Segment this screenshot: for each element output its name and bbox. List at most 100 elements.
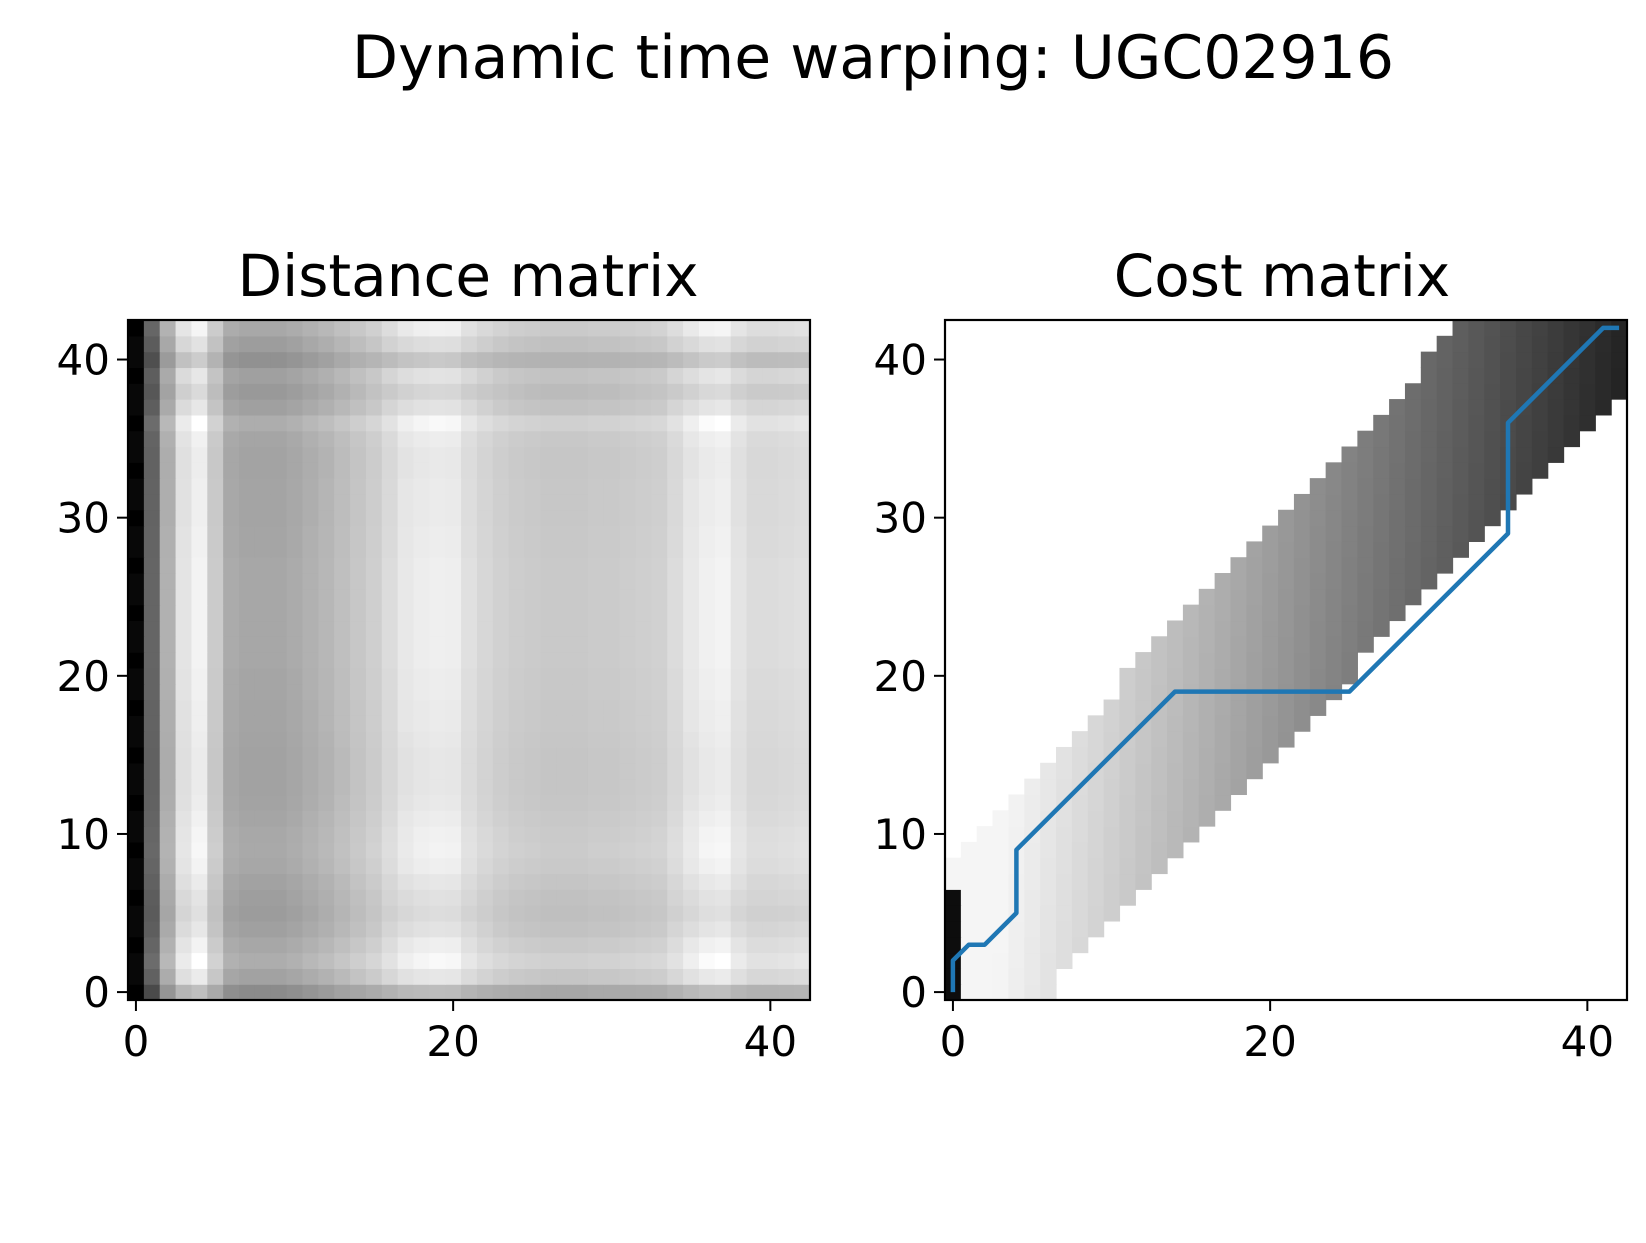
matrix-cell: [603, 335, 621, 353]
matrix-cell: [778, 493, 795, 511]
matrix-cell: [175, 335, 193, 353]
matrix-cell: [1484, 493, 1501, 511]
matrix-cell: [587, 446, 605, 463]
matrix-cell: [667, 841, 684, 859]
matrix-cell: [1278, 715, 1295, 732]
matrix-cell: [635, 810, 652, 827]
matrix-cell: [794, 652, 811, 669]
matrix-cell: [1151, 762, 1168, 780]
matrix-cell: [746, 873, 764, 890]
matrix-cell: [461, 509, 478, 527]
matrix-cell: [254, 320, 272, 337]
matrix-cell: [619, 652, 637, 669]
matrix-cell: [794, 968, 811, 985]
matrix-cell: [778, 984, 795, 1001]
matrix-cell: [445, 652, 462, 669]
matrix-cell: [1071, 731, 1089, 748]
matrix-cell: [128, 778, 145, 796]
matrix-cell: [1214, 699, 1232, 716]
matrix-cell: [1325, 493, 1343, 511]
matrix-cell: [461, 841, 478, 859]
matrix-cell: [397, 794, 415, 811]
matrix-cell: [334, 557, 351, 574]
matrix-cell: [223, 905, 240, 922]
matrix-cell: [334, 905, 351, 922]
matrix-cell: [334, 367, 351, 384]
matrix-cell: [778, 604, 795, 622]
matrix-cell: [318, 509, 335, 527]
matrix-cell: [698, 478, 716, 495]
matrix-cell: [1531, 462, 1549, 479]
matrix-cell: [365, 604, 383, 622]
matrix-cell: [429, 715, 446, 732]
matrix-cell: [175, 573, 193, 590]
matrix-cell: [1579, 367, 1596, 384]
matrix-cell: [1198, 778, 1216, 796]
matrix-cell: [540, 683, 557, 701]
matrix-cell: [619, 399, 637, 416]
matrix-cell: [730, 462, 748, 479]
matrix-cell: [714, 509, 732, 527]
matrix-cell: [762, 588, 779, 606]
matrix-cell: [778, 667, 795, 685]
matrix-cell: [143, 430, 161, 448]
matrix-cell: [714, 794, 732, 811]
matrix-cell: [603, 968, 621, 985]
matrix-cell: [1135, 667, 1152, 685]
matrix-cell: [1230, 604, 1247, 622]
matrix-cell: [1040, 857, 1057, 875]
matrix-cell: [175, 652, 193, 669]
matrix-cell: [350, 446, 367, 463]
matrix-cell: [730, 920, 748, 938]
matrix-cell: [619, 620, 637, 637]
matrix-cell: [191, 968, 208, 985]
matrix-cell: [223, 604, 240, 622]
matrix-cell: [143, 636, 161, 653]
matrix-cell: [603, 414, 621, 432]
matrix-cell: [223, 715, 240, 732]
matrix-cell: [1468, 478, 1485, 495]
matrix-cell: [746, 715, 764, 732]
matrix-cell: [350, 667, 367, 685]
matrix-cell: [445, 383, 462, 400]
matrix-cell: [1151, 715, 1168, 732]
matrix-cell: [270, 968, 288, 985]
matrix-cell: [572, 920, 589, 938]
matrix-cell: [762, 984, 779, 1001]
matrix-cell: [476, 968, 494, 985]
matrix-cell: [334, 446, 351, 463]
matrix-cell: [461, 541, 478, 558]
matrix-cell: [365, 399, 383, 416]
matrix-cell: [524, 588, 541, 606]
matrix-cell: [714, 778, 732, 796]
matrix-cell: [461, 493, 478, 511]
matrix-cell: [302, 936, 319, 954]
matrix-cell: [254, 446, 272, 463]
matrix-cell: [461, 873, 478, 890]
y-tick-label: 30: [874, 494, 927, 543]
matrix-cell: [762, 778, 779, 796]
matrix-cell: [476, 873, 494, 890]
matrix-cell: [302, 826, 319, 843]
matrix-cell: [667, 826, 684, 843]
matrix-cell: [746, 636, 764, 653]
matrix-cell: [1563, 383, 1581, 400]
matrix-cell: [1262, 652, 1279, 669]
matrix-cell: [1293, 525, 1311, 542]
matrix-cell: [286, 794, 304, 811]
matrix-cell: [286, 905, 304, 922]
matrix-cell: [540, 399, 557, 416]
matrix-cell: [1611, 367, 1628, 384]
matrix-cell: [397, 383, 415, 400]
matrix-cell: [1278, 652, 1295, 669]
matrix-cell: [270, 826, 288, 843]
matrix-cell: [254, 683, 272, 701]
matrix-cell: [1404, 493, 1422, 511]
matrix-cell: [762, 889, 779, 906]
matrix-cell: [508, 620, 526, 637]
matrix-cell: [381, 509, 399, 527]
matrix-cell: [1167, 636, 1184, 653]
matrix-cell: [1404, 446, 1422, 463]
matrix-cell: [603, 810, 621, 827]
